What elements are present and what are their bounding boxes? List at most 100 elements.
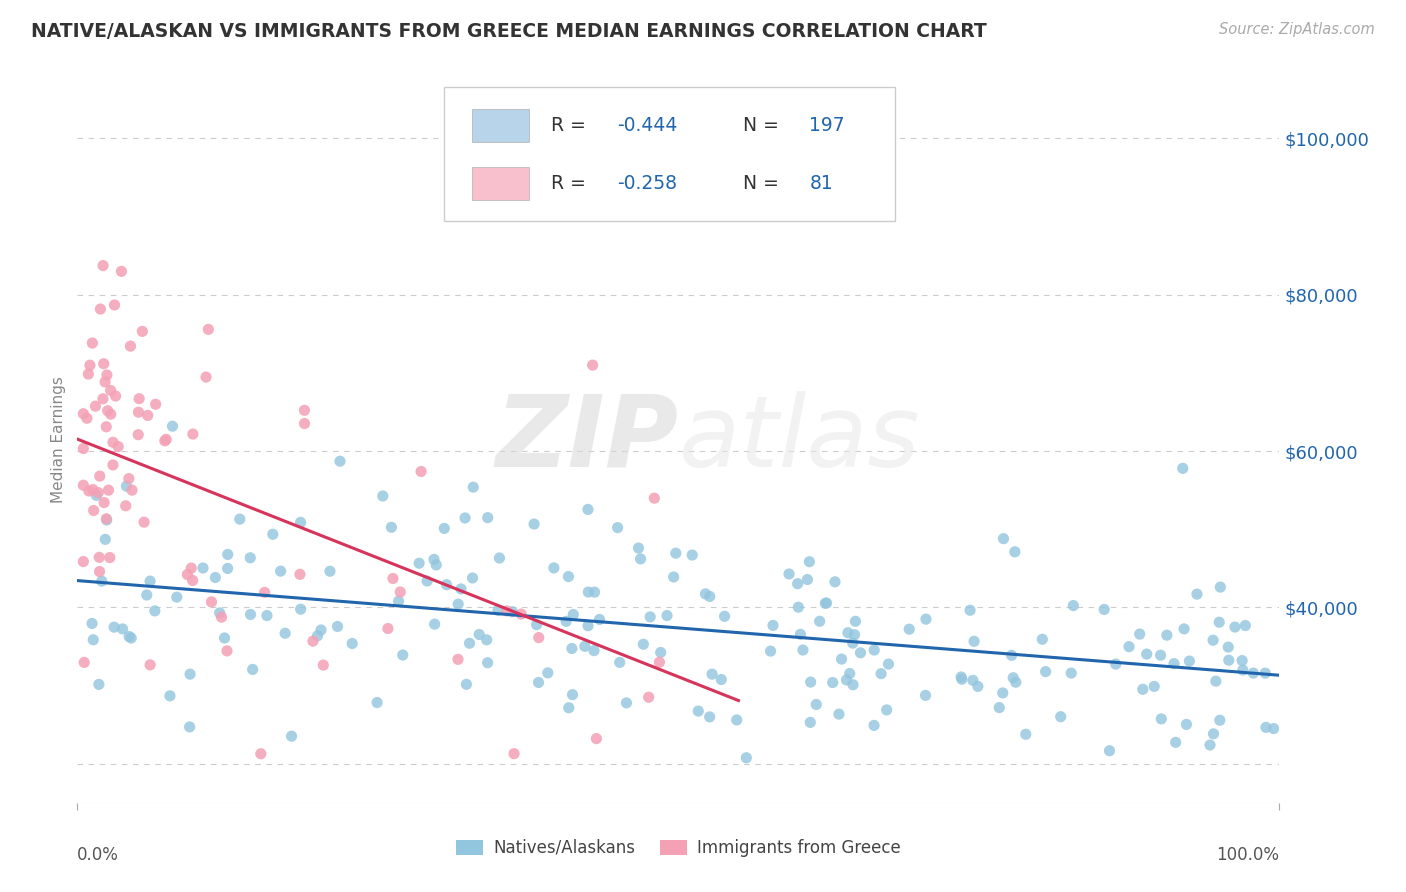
Point: [915, 612, 938, 626]
Point: [76, 411, 98, 425]
Point: [710, 673, 733, 687]
Point: [963, 634, 986, 648]
Point: [966, 679, 988, 693]
Text: -0.258: -0.258: [617, 174, 678, 193]
Point: [1149, 648, 1171, 663]
Point: [863, 643, 886, 657]
Point: [128, 392, 150, 406]
Point: [127, 427, 149, 442]
Point: [837, 625, 859, 640]
Point: [319, 564, 342, 578]
Point: [1208, 615, 1230, 630]
Point: [950, 670, 973, 684]
Point: [176, 567, 198, 582]
Point: [77, 483, 100, 498]
Point: [1241, 666, 1264, 681]
Point: [72, 407, 94, 421]
Point: [831, 652, 853, 666]
Point: [256, 608, 278, 623]
Point: [288, 567, 311, 582]
Point: [648, 655, 671, 669]
Point: [1049, 709, 1071, 723]
Point: [699, 710, 721, 724]
Point: [340, 636, 363, 650]
Point: [713, 609, 735, 624]
Point: [211, 610, 233, 624]
Point: [1254, 720, 1277, 734]
Point: [302, 634, 325, 648]
Point: [159, 689, 181, 703]
Point: [280, 729, 302, 743]
Point: [94, 375, 117, 389]
Point: [950, 672, 973, 686]
Point: [97, 483, 120, 497]
Point: [309, 623, 332, 637]
Point: [503, 747, 526, 761]
Point: [82, 483, 104, 497]
Point: [290, 516, 312, 530]
Point: [100, 384, 122, 398]
Point: [127, 405, 149, 419]
Point: [416, 574, 439, 588]
Point: [616, 696, 638, 710]
Point: [561, 688, 583, 702]
Point: [1060, 666, 1083, 681]
Point: [468, 627, 491, 641]
Point: [863, 718, 886, 732]
Point: [475, 632, 498, 647]
Point: [290, 602, 312, 616]
Point: [93, 357, 115, 371]
Point: [274, 626, 297, 640]
Point: [87, 677, 110, 691]
Point: [838, 666, 860, 681]
Point: [814, 596, 837, 610]
Point: [1129, 627, 1152, 641]
Point: [638, 610, 661, 624]
Point: [914, 689, 936, 703]
Point: [217, 561, 239, 575]
Point: [366, 696, 388, 710]
Point: [155, 432, 177, 446]
Point: [1209, 713, 1232, 727]
Point: [876, 703, 898, 717]
Point: [488, 551, 510, 566]
Point: [191, 561, 214, 575]
Point: [808, 615, 831, 629]
Point: [77, 367, 100, 381]
Y-axis label: Median Earnings: Median Earnings: [51, 376, 66, 503]
Point: [96, 512, 118, 526]
Point: [527, 631, 550, 645]
Point: [786, 576, 808, 591]
Text: NATIVE/ALASKAN VS IMMIGRANTS FROM GREECE MEDIAN EARNINGS CORRELATION CHART: NATIVE/ALASKAN VS IMMIGRANTS FROM GREECE…: [31, 22, 987, 41]
Point: [527, 675, 550, 690]
Point: [959, 603, 981, 617]
Point: [294, 417, 316, 431]
Legend: Natives/Alaskans, Immigrants from Greece: Natives/Alaskans, Immigrants from Greece: [450, 832, 907, 863]
Point: [82, 336, 104, 351]
Text: N =: N =: [744, 174, 785, 193]
FancyBboxPatch shape: [444, 87, 894, 221]
Point: [96, 419, 118, 434]
Point: [792, 643, 814, 657]
Point: [1173, 622, 1195, 636]
Point: [1105, 657, 1128, 671]
Point: [97, 403, 120, 417]
Point: [576, 502, 599, 516]
Point: [1254, 666, 1277, 681]
Point: [98, 550, 121, 565]
Point: [450, 582, 472, 596]
Point: [107, 440, 129, 454]
Text: -0.444: -0.444: [617, 116, 678, 135]
Point: [1185, 587, 1208, 601]
Point: [849, 646, 872, 660]
Text: R =: R =: [551, 116, 592, 135]
Point: [877, 657, 900, 671]
Point: [583, 585, 606, 599]
Point: [250, 747, 273, 761]
Point: [436, 577, 458, 591]
Point: [456, 677, 478, 691]
Point: [139, 657, 162, 672]
Point: [72, 555, 94, 569]
Point: [633, 637, 655, 651]
Point: [90, 574, 112, 589]
